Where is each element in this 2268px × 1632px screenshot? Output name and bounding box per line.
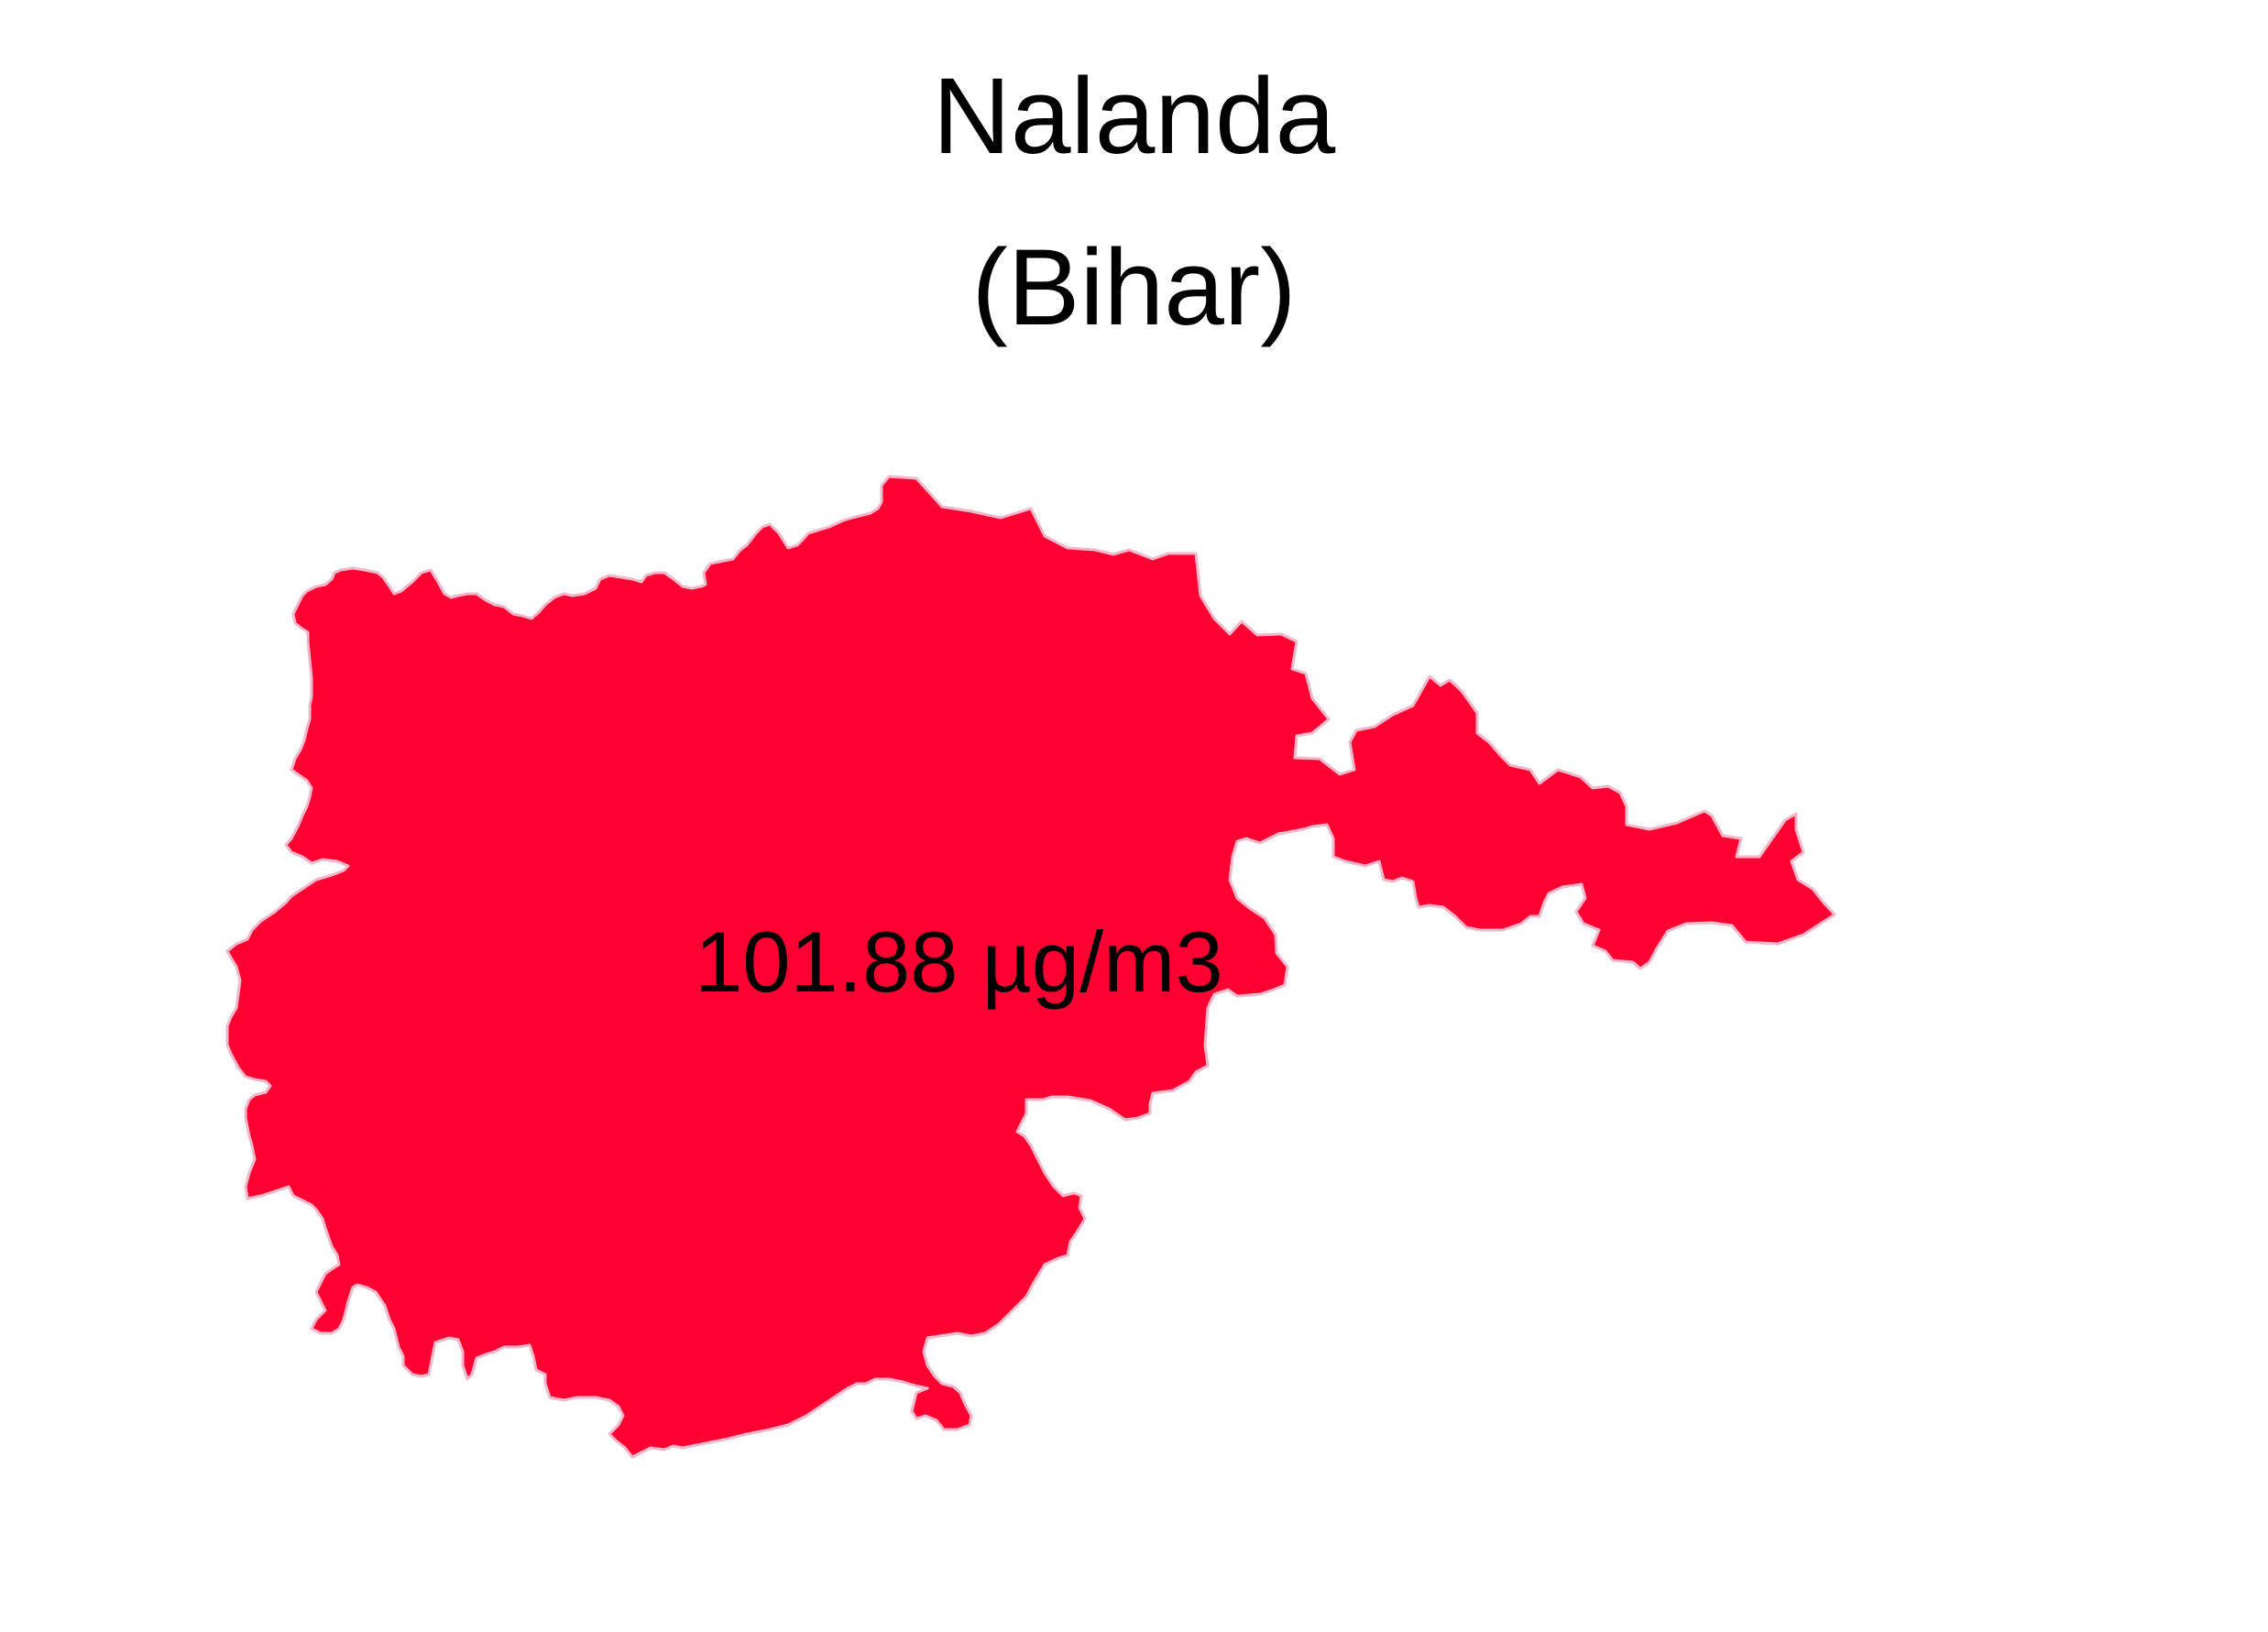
state-subtitle: (Bihar): [971, 227, 1297, 348]
district-title: Nalanda: [932, 56, 1336, 177]
district-boundary: [225, 475, 1836, 1459]
pm25-value-label: 101.88 µg/m3: [695, 914, 1223, 1010]
